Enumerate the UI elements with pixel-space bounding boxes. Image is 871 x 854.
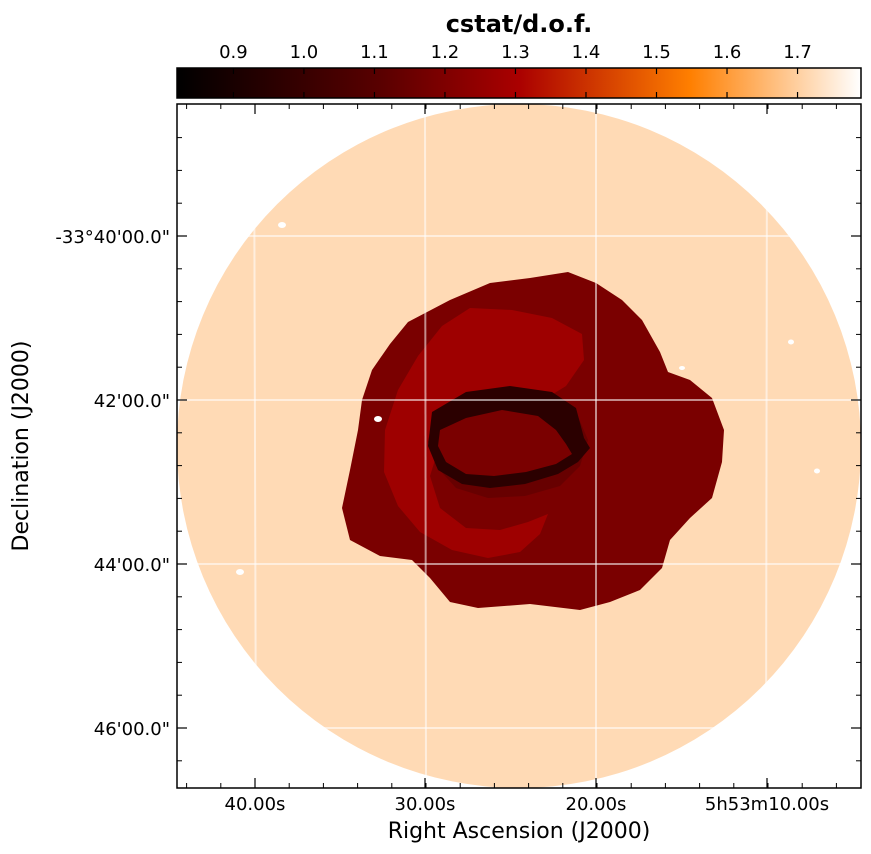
plot-frame <box>176 103 862 789</box>
x-tick-label-0: 40.00s <box>225 794 286 815</box>
colorbar-tick-label-1: 1.0 <box>290 42 319 63</box>
colorbar-tick-label-7: 1.6 <box>713 42 742 63</box>
grid-x-10s <box>765 104 768 788</box>
colorbar-tick-label-6: 1.5 <box>642 42 671 63</box>
minor-ticks <box>177 104 861 788</box>
y-tick-label-3: 46'00.0" <box>94 719 170 740</box>
image-area <box>177 104 861 788</box>
x-tick-label-2: 20.00s <box>566 794 627 815</box>
y-tick-label-2: 44'00.0" <box>94 555 170 576</box>
colorbar-title: cstat/d.o.f. <box>446 10 593 38</box>
colorbar-tick-label-0: 0.9 <box>219 42 248 63</box>
x-tick-label-1: 30.00s <box>395 794 456 815</box>
colorbar-tick-labels: 0.9 1.0 1.1 1.2 1.3 1.4 1.5 1.6 1.7 <box>219 42 812 63</box>
y-axis-title: Declination (J2000) <box>9 341 34 552</box>
colorbar-ticks <box>232 68 799 98</box>
x-tick-label-3: 5h53m10.00s <box>705 794 829 815</box>
y-tick-label-1: 42'00.0" <box>94 391 170 412</box>
x-axis-title: Right Ascension (J2000) <box>388 819 651 844</box>
region-core-center <box>438 410 572 476</box>
colorbar-tick-label-3: 1.2 <box>431 42 460 63</box>
colorbar-tick-label-5: 1.4 <box>572 42 601 63</box>
region-arc <box>384 308 584 558</box>
colorbar-tick-label-2: 1.1 <box>360 42 389 63</box>
y-tick-label-0: -33°40'00.0" <box>55 227 170 248</box>
grid-x-40s <box>253 104 257 788</box>
major-ticks <box>177 104 861 788</box>
grid-x-30s <box>424 104 427 788</box>
masked-pixels <box>236 222 820 575</box>
colorbar <box>176 67 862 99</box>
colorbar-tick-label-4: 1.3 <box>501 42 530 63</box>
colorbar-tick-label-8: 1.7 <box>783 42 812 63</box>
grid-lines <box>177 104 861 788</box>
